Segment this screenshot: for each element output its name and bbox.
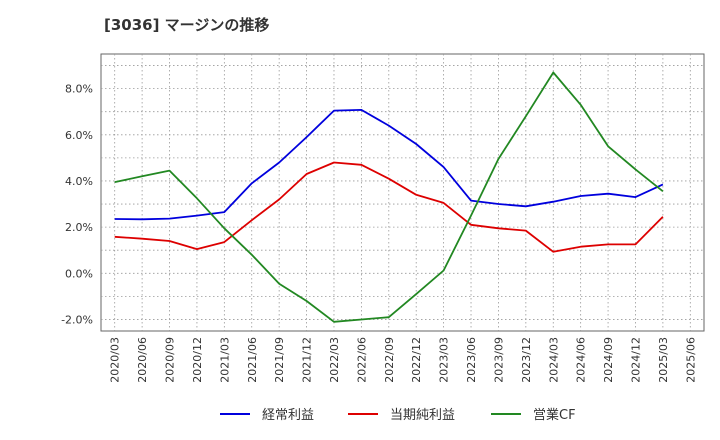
grid-lines bbox=[101, 54, 704, 331]
x-tick-label: 2024/09 bbox=[602, 337, 615, 383]
y-tick-label: 8.0% bbox=[65, 83, 93, 96]
x-tick-label: 2020/12 bbox=[191, 337, 204, 383]
y-tick-label: 2.0% bbox=[65, 221, 93, 234]
y-tick-label: 0.0% bbox=[65, 267, 93, 280]
y-tick-label: 6.0% bbox=[65, 129, 93, 142]
x-tick-label: 2023/06 bbox=[465, 337, 478, 383]
x-tick-label: 2025/06 bbox=[684, 337, 697, 383]
x-tick-label: 2022/03 bbox=[328, 337, 341, 383]
y-tick-label: -2.0% bbox=[61, 313, 93, 326]
series-lines bbox=[114, 71, 664, 323]
legend: 経常利益 当期純利益 営業CF bbox=[220, 407, 576, 423]
x-axis-ticks: 2020/03 2020/06 2020/09 2020/12 2021/03 2021/… bbox=[109, 337, 698, 383]
x-tick-label: 2022/09 bbox=[383, 337, 396, 383]
y-tick-label: 4.0% bbox=[65, 175, 93, 188]
x-tick-label: 2020/03 bbox=[109, 337, 122, 383]
x-tick-label: 2021/06 bbox=[246, 337, 259, 383]
x-tick-label: 2021/03 bbox=[218, 337, 231, 383]
legend-label: 営業CF bbox=[533, 407, 576, 423]
x-tick-label: 2024/03 bbox=[547, 337, 560, 383]
x-tick-label: 2020/06 bbox=[136, 337, 149, 383]
series-line-3 bbox=[114, 71, 664, 323]
chart-title: [3036] マージンの推移 bbox=[104, 16, 270, 34]
x-tick-label: 2024/06 bbox=[575, 337, 588, 383]
y-axis-ticks: -2.0% 0.0% 2.0% 4.0% 6.0% 8.0% bbox=[61, 83, 93, 327]
x-tick-label: 2021/12 bbox=[301, 337, 314, 383]
x-tick-label: 2023/09 bbox=[492, 337, 505, 383]
legend-label: 当期純利益 bbox=[390, 408, 455, 423]
x-tick-label: 2025/03 bbox=[657, 337, 670, 383]
x-tick-label: 2022/12 bbox=[410, 337, 423, 383]
x-tick-label: 2021/09 bbox=[273, 337, 286, 383]
series-line-2 bbox=[114, 161, 664, 253]
series-line-1 bbox=[114, 109, 664, 221]
legend-label: 経常利益 bbox=[262, 408, 314, 423]
x-tick-label: 2023/12 bbox=[520, 337, 533, 383]
x-tick-label: 2022/06 bbox=[355, 337, 368, 383]
plot-area bbox=[100, 53, 705, 332]
x-tick-label: 2023/03 bbox=[438, 337, 451, 383]
x-tick-label: 2020/09 bbox=[164, 337, 177, 383]
x-tick-label: 2024/12 bbox=[629, 337, 642, 383]
